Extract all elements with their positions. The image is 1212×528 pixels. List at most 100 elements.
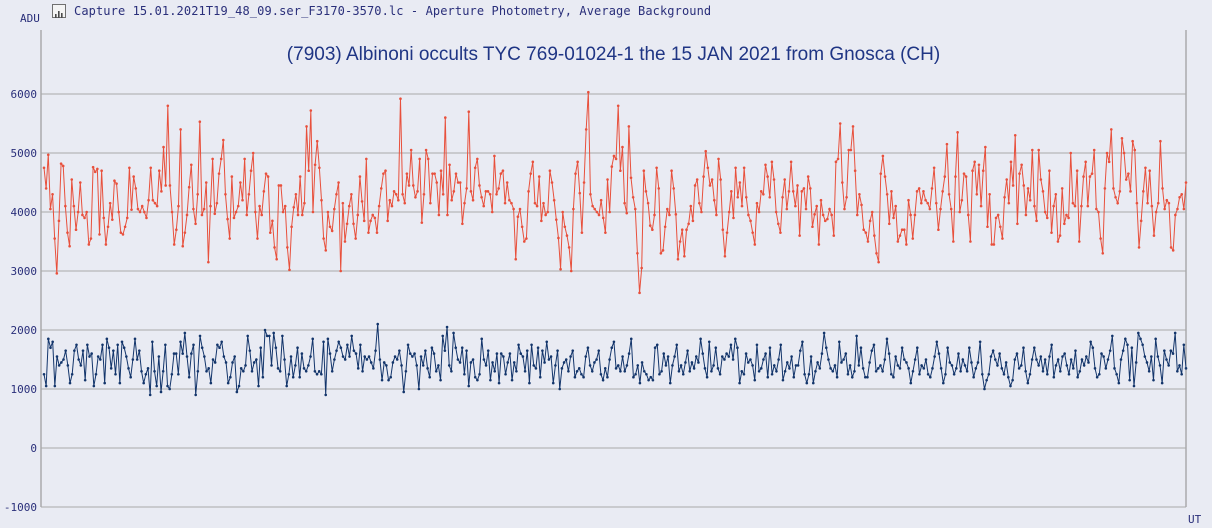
data-point [271,219,274,223]
data-point [514,257,518,261]
data-point [138,210,142,214]
data-point [905,243,908,246]
data-point [183,331,187,335]
data-point [433,172,436,175]
data-point [879,364,882,367]
data-point [836,157,840,161]
data-point [1145,361,1149,364]
data-point [86,343,89,347]
data-point [395,358,399,361]
data-point [1101,252,1105,255]
data-point [467,110,471,113]
data-point [1093,367,1097,370]
series-layer [42,90,1188,397]
data-point [326,210,330,214]
data-point [723,254,727,258]
data-point [556,349,559,352]
data-point [655,343,659,347]
data-point [661,249,665,252]
data-point [603,367,607,370]
data-point [582,181,586,184]
chart-title: (7903) Albinoni occults TYC 769-01024-1 … [286,44,941,65]
data-point [1048,169,1051,172]
data-point [638,291,641,295]
data-point [292,205,296,209]
data-point [529,172,532,175]
data-point [990,243,994,246]
data-point [441,193,445,196]
data-point [575,370,579,373]
data-point [250,370,254,373]
data-point [623,201,626,205]
data-point [582,375,585,379]
data-point [136,207,140,211]
data-point [298,375,302,379]
data-point [610,165,614,168]
data-point [573,375,577,379]
data-point [279,184,283,187]
data-point [386,219,389,223]
data-point [300,352,304,355]
data-point [120,340,124,344]
data-point [883,175,887,178]
data-point [183,231,187,234]
data-point [471,358,475,361]
data-point [305,125,308,128]
data-point [541,349,544,352]
data-point [866,240,870,243]
data-point [429,201,432,205]
data-point [879,172,883,175]
data-point [365,157,368,161]
data-point [706,166,710,170]
data-point [473,375,477,379]
data-point [781,195,784,199]
data-point [235,390,239,394]
data-point [307,364,310,367]
data-point [1073,204,1077,208]
data-point [616,104,620,108]
data-point [1095,375,1099,379]
data-point [920,364,923,367]
data-point [281,210,285,214]
data-point [1108,349,1112,352]
data-point [247,193,251,196]
data-point [380,378,384,382]
data-point [689,204,693,208]
data-point [619,370,622,373]
data-point [79,364,83,367]
data-point [534,367,538,370]
data-point [811,381,815,385]
data-point [1131,139,1134,143]
data-point [991,349,995,352]
data-point [478,372,481,376]
data-point [276,367,280,370]
data-point [57,219,61,223]
data-point [49,346,52,350]
data-point [81,213,84,217]
data-point [378,358,382,361]
data-point [983,387,986,391]
data-point [372,367,375,370]
data-point [1169,246,1173,249]
data-point [911,237,915,240]
data-point [653,346,657,350]
data-point [712,198,716,202]
data-point [517,343,520,347]
data-point [456,358,460,361]
data-point [502,355,505,358]
data-point [96,167,99,171]
data-point [608,358,611,361]
data-point [102,216,106,220]
data-point [432,352,436,355]
data-point [660,370,663,373]
data-point [55,355,59,358]
data-point [712,364,715,367]
data-point [1043,210,1047,214]
data-point [493,370,497,373]
y-tick-label: 4000 [11,206,38,219]
data-point [892,375,895,379]
data-point [283,204,287,208]
data-point [842,358,845,361]
data-point [658,372,661,376]
data-point [896,364,900,367]
